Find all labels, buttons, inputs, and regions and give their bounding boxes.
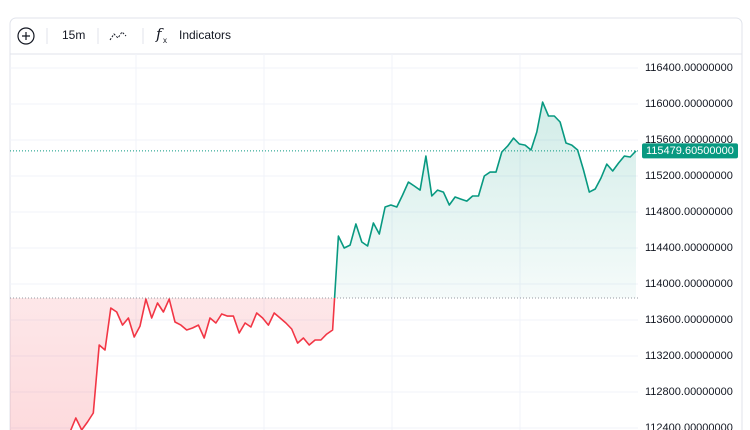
y-tick-label: 112800.00000000 xyxy=(645,386,733,398)
y-tick-label: 114400.00000000 xyxy=(645,242,733,254)
y-tick-label: 113600.00000000 xyxy=(645,314,733,326)
indicators-button[interactable]: Indicators xyxy=(179,28,231,42)
baseline-area xyxy=(10,102,636,430)
price-line xyxy=(69,101,637,430)
last-price-label: 115479.60500000 xyxy=(646,145,734,157)
y-tick-label: 114800.00000000 xyxy=(645,206,733,218)
indicators-icon-sub: x xyxy=(163,36,167,45)
y-tick-label: 114000.00000000 xyxy=(645,278,733,290)
interval-button[interactable]: 15m xyxy=(62,28,85,42)
y-tick-label: 116000.00000000 xyxy=(645,98,733,110)
last-price-badge xyxy=(642,143,738,159)
y-tick-label: 113200.00000000 xyxy=(645,350,733,362)
add-symbol-button[interactable] xyxy=(17,27,35,45)
y-tick-label: 115200.00000000 xyxy=(645,170,733,182)
chart-type-button[interactable] xyxy=(109,31,127,41)
indicators-icon[interactable]: f xyxy=(155,25,164,43)
y-tick-label: 116400.00000000 xyxy=(645,62,733,74)
y-tick-label: 115600.00000000 xyxy=(645,134,733,146)
y-tick-label: 112400.00000000 xyxy=(645,422,733,430)
